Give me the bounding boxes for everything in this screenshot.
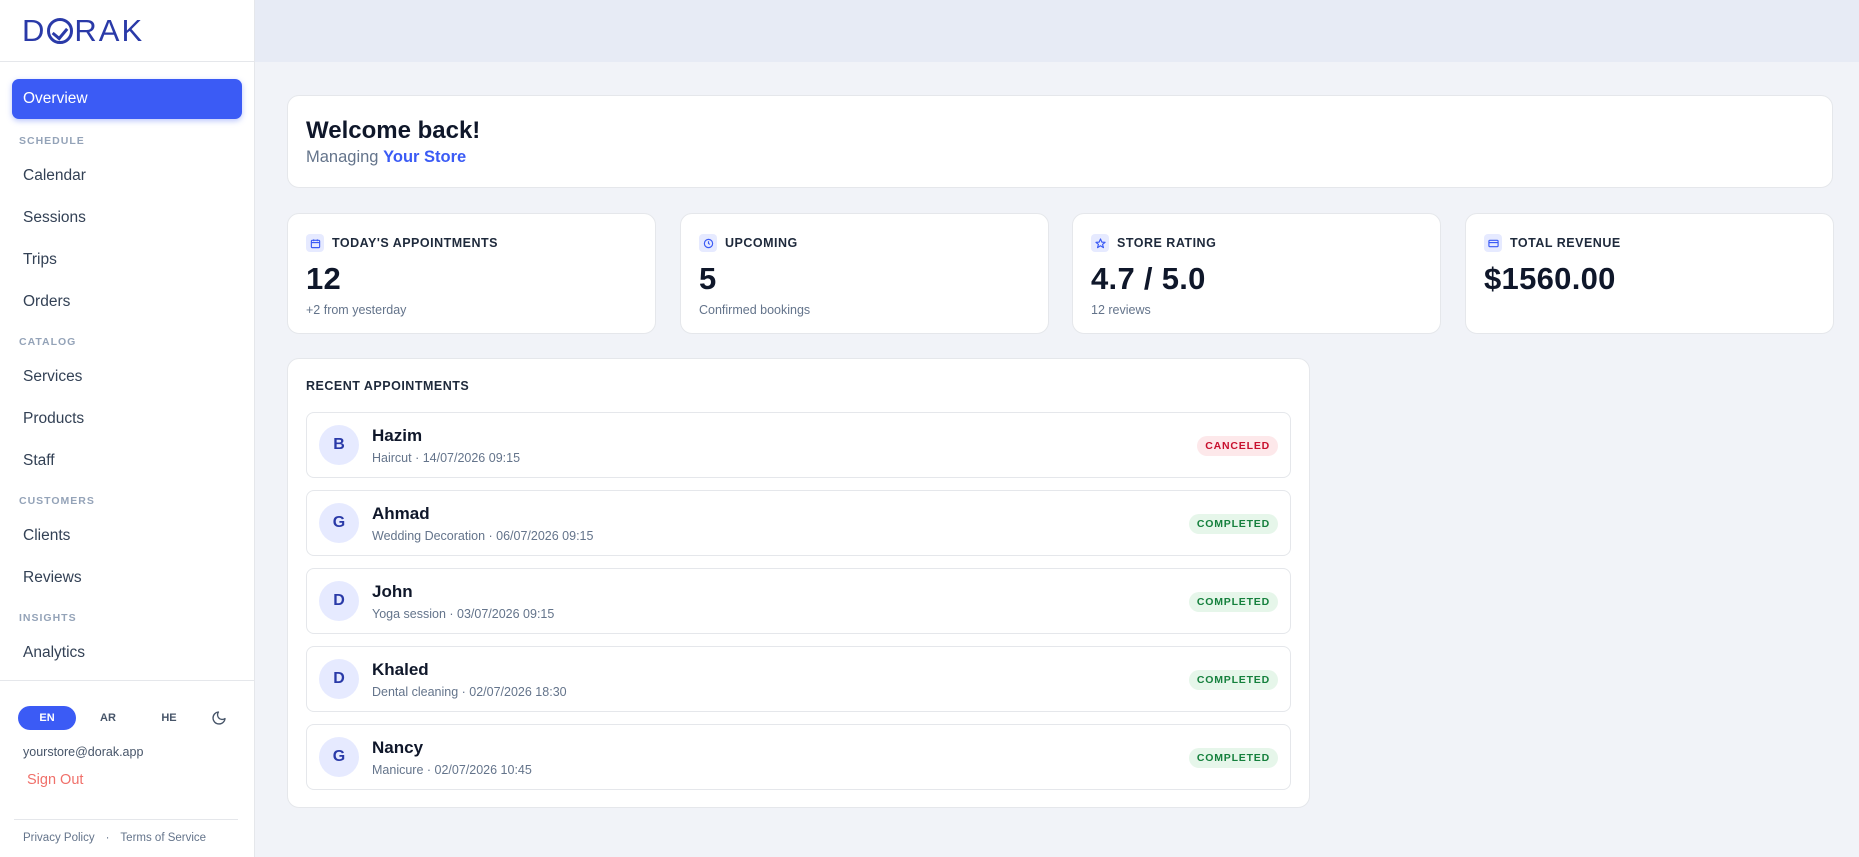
managing-label: Managing	[306, 148, 379, 166]
sidebar-item-services[interactable]: Services	[23, 368, 83, 385]
sidebar-nav: Overview SCHEDULE Calendar Sessions Trip…	[0, 62, 254, 674]
section-label-insights: INSIGHTS	[19, 612, 77, 624]
client-name: Hazim	[372, 426, 423, 445]
client-name: John	[372, 582, 413, 601]
lang-he-button[interactable]: HE	[161, 712, 177, 724]
language-switcher: EN AR HE	[18, 706, 201, 730]
status-badge: COMPLETED	[1188, 670, 1278, 690]
appointment-row[interactable]: G Nancy Manicure · 02/07/2026 10:45 COMP…	[306, 724, 1291, 790]
recent-appointments-title: RECENT APPOINTMENTS	[306, 379, 470, 393]
sidebar: D RAK Overview SCHEDULE Calendar Session…	[0, 0, 255, 857]
privacy-policy-link[interactable]: Privacy Policy	[23, 832, 95, 844]
stat-note: Confirmed bookings	[699, 303, 811, 317]
stat-card-upcoming: UPCOMING 5 Confirmed bookings	[680, 213, 1049, 334]
logo-letter-d: D	[22, 13, 47, 48]
appointment-row[interactable]: B Hazim Haircut · 14/07/2026 09:15 CANCE…	[306, 412, 1291, 478]
moon-icon[interactable]	[211, 710, 227, 726]
stat-label: TOTAL REVENUE	[1510, 236, 1621, 250]
sidebar-item-staff[interactable]: Staff	[23, 452, 55, 469]
sidebar-item-products[interactable]: Products	[23, 410, 85, 427]
sidebar-item-analytics[interactable]: Analytics	[23, 644, 86, 661]
terms-of-service-link[interactable]: Terms of Service	[120, 832, 207, 844]
sidebar-item-reviews[interactable]: Reviews	[23, 569, 82, 586]
top-bar	[255, 0, 1859, 62]
client-name: Nancy	[372, 738, 424, 757]
sidebar-item-orders[interactable]: Orders	[23, 293, 71, 310]
appointment-row[interactable]: D Khaled Dental cleaning · 02/07/2026 18…	[306, 646, 1291, 712]
avatar: D	[319, 659, 359, 699]
sidebar-footer: EN AR HE yourstore@dorak.app Sign Out Pr…	[0, 680, 254, 857]
appointment-row[interactable]: G Ahmad Wedding Decoration · 06/07/2026 …	[306, 490, 1291, 556]
stat-header: TOTAL REVENUE	[1484, 234, 1815, 252]
managing-store-line: Managing Your Store	[306, 148, 1814, 167]
logo-letters-rak: RAK	[74, 13, 145, 48]
logo-area: D RAK	[0, 0, 254, 62]
welcome-title: Welcome back!	[306, 117, 481, 144]
user-email: yourstore@dorak.app	[23, 745, 144, 759]
client-name: Ahmad	[372, 504, 430, 523]
stat-label: STORE RATING	[1117, 236, 1217, 250]
avatar: G	[319, 737, 359, 777]
stat-card-todays-appointments: TODAY'S APPOINTMENTS 12 +2 from yesterda…	[287, 213, 656, 334]
star-icon	[1091, 234, 1109, 252]
stat-header: UPCOMING	[699, 234, 1030, 252]
stat-value: 5	[699, 261, 717, 296]
appointment-detail: Manicure · 02/07/2026 10:45	[372, 763, 532, 777]
logo-check-icon	[47, 18, 74, 44]
stat-value: $1560.00	[1484, 261, 1616, 296]
stat-value: 12	[306, 261, 342, 296]
footer-links: Privacy Policy · Terms of Service	[23, 832, 206, 844]
section-label-catalog: CATALOG	[19, 336, 77, 348]
stat-note: 12 reviews	[1091, 303, 1151, 317]
section-label-customers: CUSTOMERS	[19, 495, 95, 507]
status-badge: COMPLETED	[1188, 592, 1278, 612]
sidebar-item-overview[interactable]: Overview	[12, 79, 242, 119]
appointment-row[interactable]: D John Yoga session · 03/07/2026 09:15 C…	[306, 568, 1291, 634]
welcome-card: Welcome back! Managing Your Store	[287, 95, 1833, 188]
avatar: D	[319, 581, 359, 621]
client-name: Khaled	[372, 660, 429, 679]
stat-header: TODAY'S APPOINTMENTS	[306, 234, 637, 252]
stat-value: 4.7 / 5.0	[1091, 261, 1206, 296]
credit-card-icon	[1484, 234, 1502, 252]
stat-note: +2 from yesterday	[306, 303, 407, 317]
footer-separator: ·	[105, 832, 110, 844]
calendar-icon	[306, 234, 324, 252]
stat-card-store-rating: STORE RATING 4.7 / 5.0 12 reviews	[1072, 213, 1441, 334]
sidebar-item-trips[interactable]: Trips	[23, 251, 57, 268]
appointment-detail: Wedding Decoration · 06/07/2026 09:15	[372, 529, 594, 543]
status-badge: COMPLETED	[1188, 514, 1278, 534]
appointment-detail: Haircut · 14/07/2026 09:15	[372, 451, 521, 465]
stat-label: UPCOMING	[725, 236, 798, 250]
recent-appointments-card: RECENT APPOINTMENTS B Hazim Haircut · 14…	[287, 358, 1310, 808]
stat-card-total-revenue: TOTAL REVENUE $1560.00	[1465, 213, 1834, 334]
clock-icon	[699, 234, 717, 252]
avatar: G	[319, 503, 359, 543]
sign-out-button[interactable]: Sign Out	[27, 772, 84, 788]
store-name-link[interactable]: Your Store	[383, 148, 467, 166]
sidebar-item-calendar[interactable]: Calendar	[23, 167, 86, 184]
lang-en-button[interactable]: EN	[18, 706, 76, 730]
stat-header: STORE RATING	[1091, 234, 1422, 252]
sidebar-item-sessions[interactable]: Sessions	[23, 209, 86, 226]
footer-divider	[14, 819, 238, 820]
logo[interactable]: D RAK	[22, 13, 232, 48]
appointment-detail: Yoga session · 03/07/2026 09:15	[372, 607, 555, 621]
section-label-schedule: SCHEDULE	[19, 135, 85, 147]
stat-label: TODAY'S APPOINTMENTS	[332, 236, 499, 250]
lang-ar-button[interactable]: AR	[100, 712, 116, 724]
status-badge: COMPLETED	[1188, 748, 1278, 768]
avatar: B	[319, 425, 359, 465]
sidebar-item-clients[interactable]: Clients	[23, 527, 71, 544]
appointment-detail: Dental cleaning · 02/07/2026 18:30	[372, 685, 567, 699]
status-badge: CANCELED	[1197, 436, 1278, 456]
